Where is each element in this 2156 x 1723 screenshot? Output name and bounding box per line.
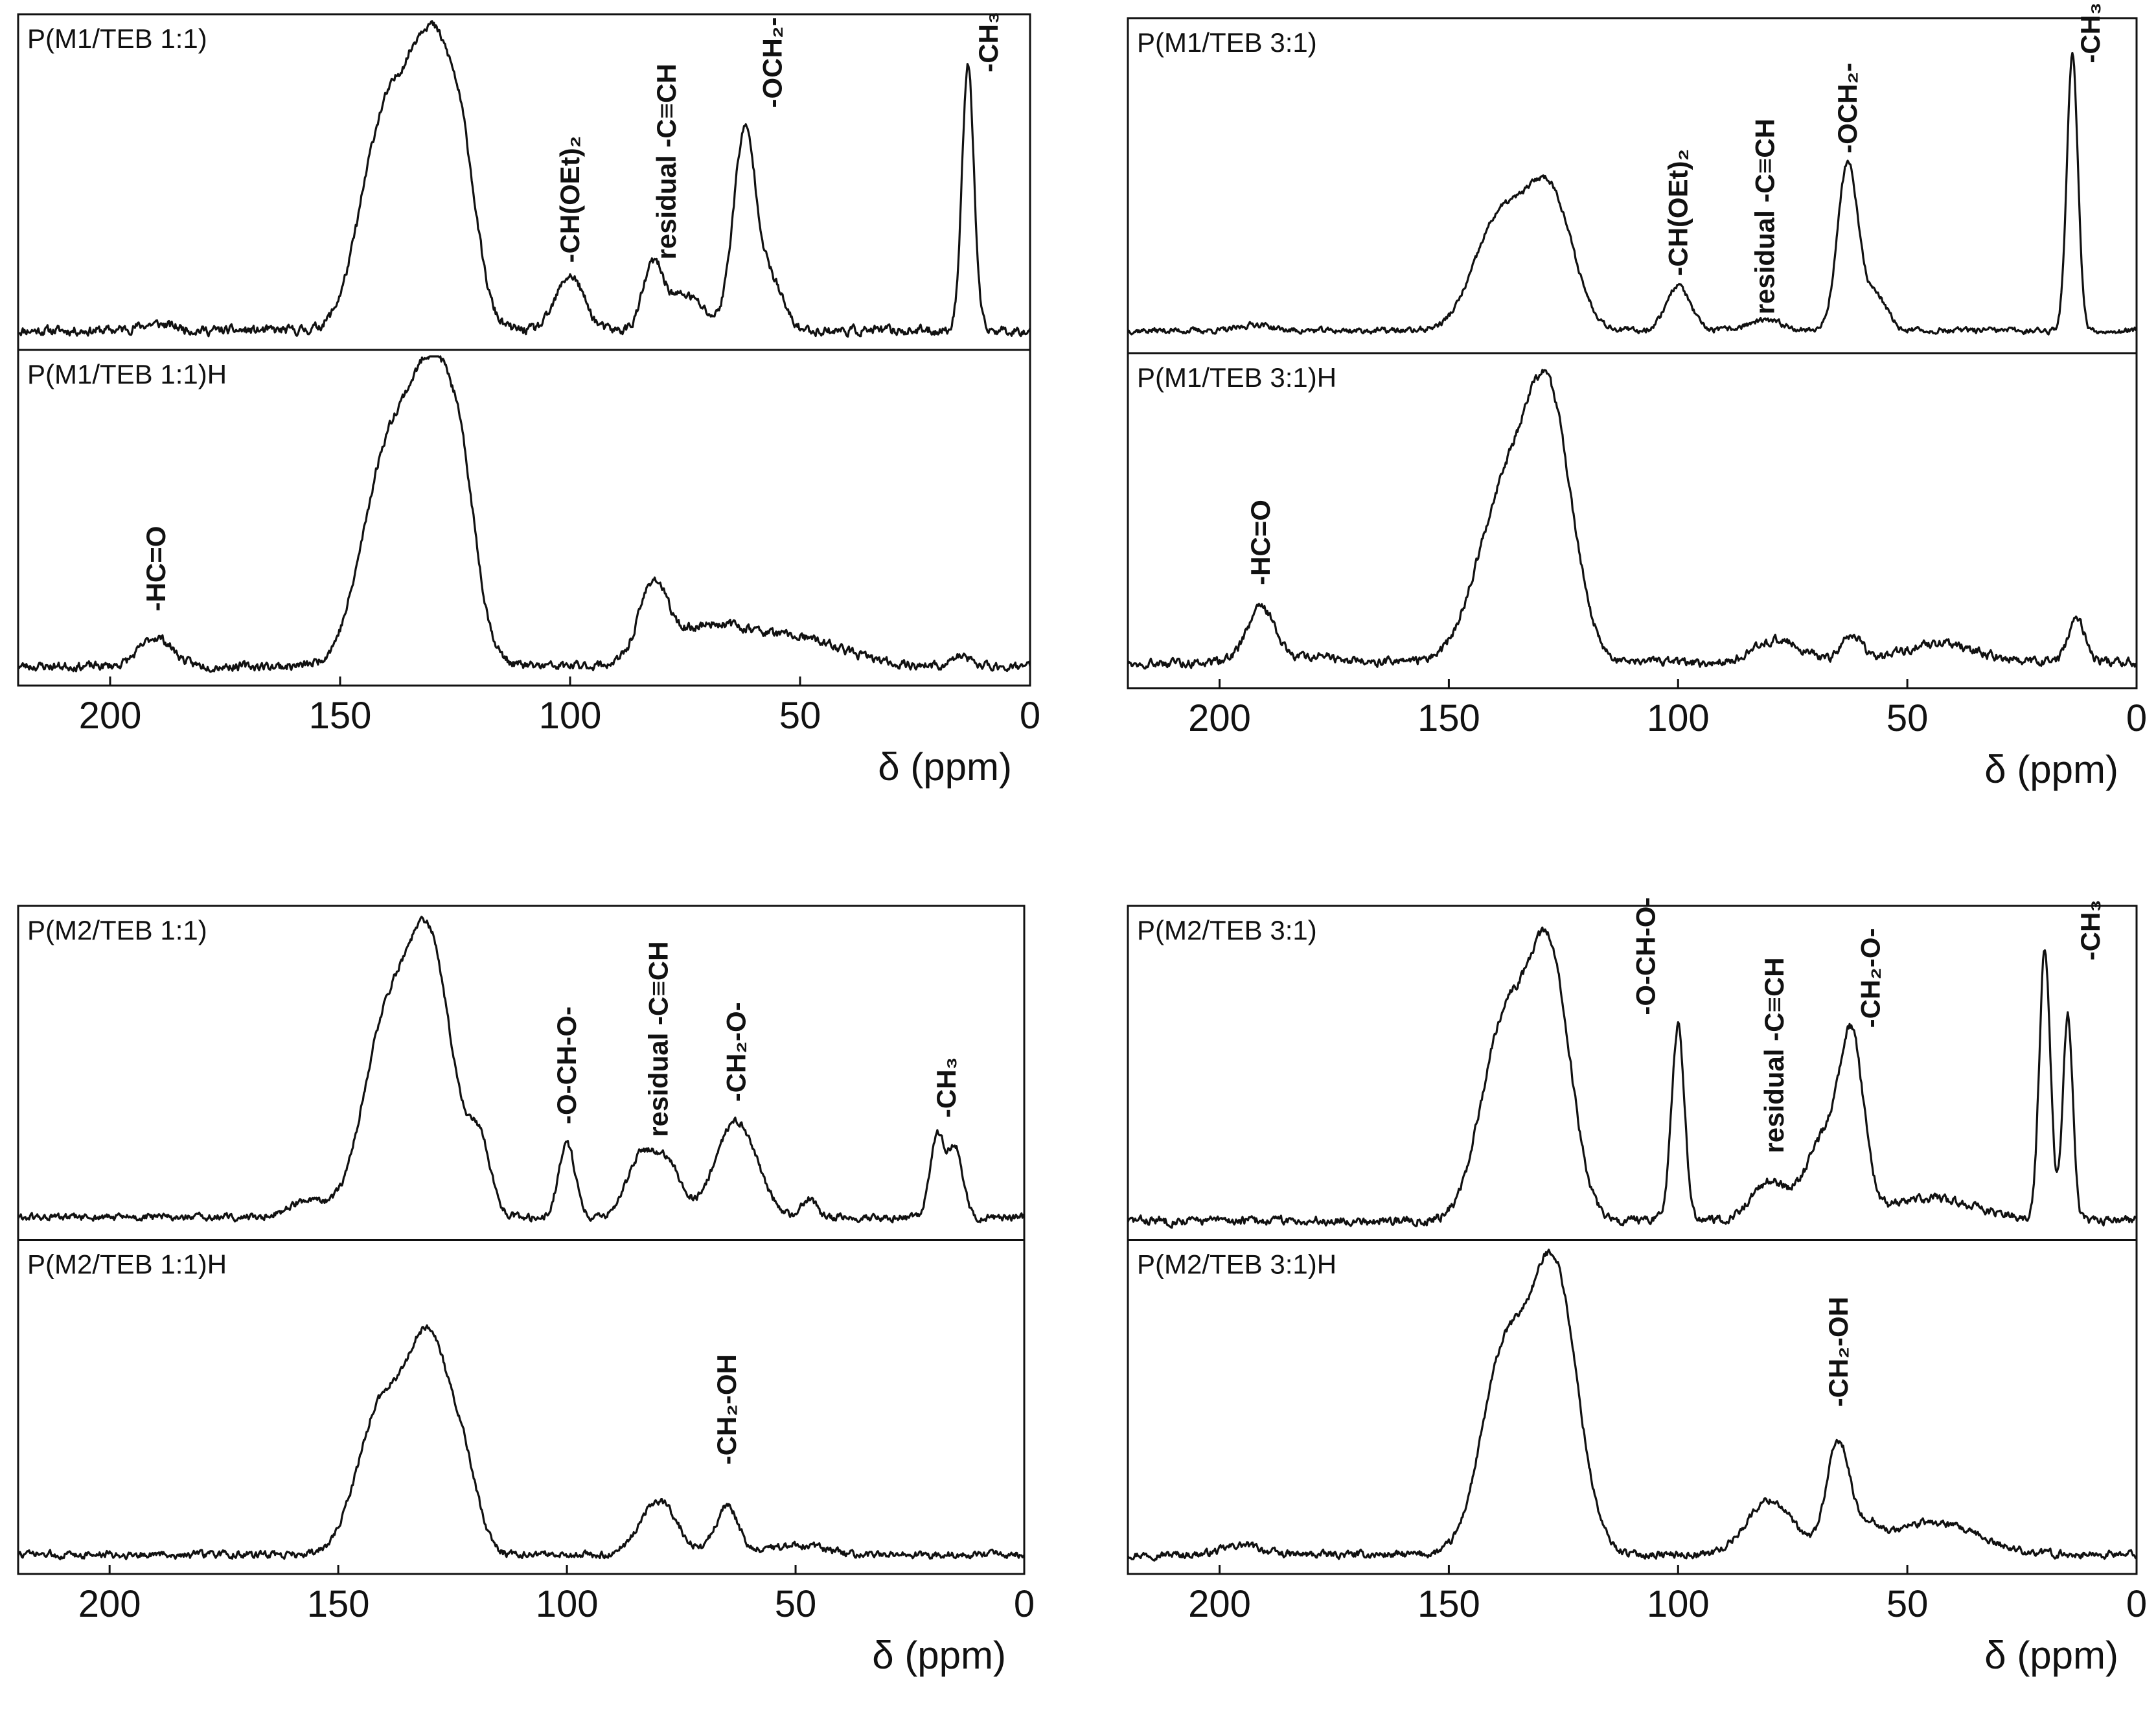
spectrum-trace xyxy=(17,20,1031,338)
x-tick-label: 100 xyxy=(539,695,602,737)
x-tick-label: 150 xyxy=(309,695,372,737)
nmr-chart-M2-3-1: P(M2/TEB 3:1) -O-CH-O-residual -C≡CH -CH₂-… xyxy=(1127,897,2147,1677)
subplot-label: P(M2/TEB 3:1) xyxy=(1137,915,1317,945)
x-tick-label: 150 xyxy=(307,1583,370,1625)
subplot-label: P(M1/TEB 3:1)H xyxy=(1137,362,1336,393)
x-axis-title: δ (ppm) xyxy=(1984,1634,2118,1677)
x-tick-label: 200 xyxy=(1188,697,1251,739)
x-tick-label: 50 xyxy=(779,695,821,737)
x-tick-label: 50 xyxy=(1886,1583,1929,1625)
peak-annotation: -CH₂-O- xyxy=(720,1002,751,1102)
x-tick-label: 200 xyxy=(79,695,142,737)
peak-annotation: -CH₃ xyxy=(2075,3,2105,64)
x-tick-label: 200 xyxy=(1188,1583,1251,1625)
subplot-label: P(M2/TEB 1:1) xyxy=(27,915,207,945)
peak-annotation: residual -C≡CH xyxy=(1759,957,1789,1153)
peak-annotation: -CH₂-O- xyxy=(1855,928,1886,1028)
subplot-label: P(M1/TEB 1:1)H xyxy=(27,359,227,389)
peak-annotation: -CH₃ xyxy=(2075,899,2105,960)
x-tick-label: 150 xyxy=(1417,1583,1480,1625)
x-tick-label: 100 xyxy=(536,1583,599,1625)
peak-annotation: -CH₂-OH xyxy=(711,1354,742,1464)
spectrum-trace xyxy=(1127,1248,2137,1562)
x-tick-label: 0 xyxy=(1014,1583,1035,1625)
spectrum-trace xyxy=(1127,52,2138,336)
spectrum-trace xyxy=(17,916,1026,1223)
subplot-label: P(M2/TEB 3:1)H xyxy=(1137,1249,1336,1280)
peak-annotation: -CH₃ xyxy=(931,1057,961,1118)
spectrum-trace xyxy=(1127,926,2137,1229)
x-tick-label: 0 xyxy=(1020,695,1040,737)
peak-annotation: residual -C≡CH xyxy=(651,64,682,259)
peak-annotation: -CH₂-OH xyxy=(1823,1297,1853,1407)
subplot-label: P(M1/TEB 1:1) xyxy=(27,23,207,54)
peak-annotation: -OCH₂- xyxy=(1832,63,1863,154)
x-tick-label: 200 xyxy=(78,1583,141,1625)
spectrum-trace xyxy=(17,355,1031,673)
nmr-chart-M1-3-1: P(M1/TEB 3:1) -CH(OEt)₂ residual -C≡CH -OCH… xyxy=(1127,3,2147,791)
subplot-label: P(M2/TEB 1:1)H xyxy=(27,1249,227,1280)
peak-annotation: -OCH₂- xyxy=(757,17,787,108)
subplot-label: P(M1/TEB 3:1) xyxy=(1137,27,1317,58)
x-tick-label: 0 xyxy=(2126,1583,2147,1625)
spectrum-trace xyxy=(17,1324,1026,1560)
peak-annotation: -CH(OEt)₂ xyxy=(555,136,585,263)
nmr-chart-M1-1-1: P(M1/TEB 1:1) -CH(OEt)₂ residual -C≡CH -OCH… xyxy=(17,12,1040,789)
x-axis-title: δ (ppm) xyxy=(878,745,1012,789)
x-tick-label: 150 xyxy=(1417,697,1480,739)
peak-annotation: -CH₃ xyxy=(973,12,1003,73)
x-tick-label: 50 xyxy=(1886,697,1929,739)
x-tick-label: 50 xyxy=(775,1583,817,1625)
nmr-chart-M2-1-1: P(M2/TEB 1:1) -O-CH-O-residual -C≡CH -CH₂-… xyxy=(17,905,1035,1677)
peak-annotation: -HC=O xyxy=(1245,500,1276,585)
peak-annotation: -HC=O xyxy=(141,526,171,612)
peak-annotation: -O-CH-O- xyxy=(551,1006,582,1124)
peak-annotation: -CH(OEt)₂ xyxy=(1662,149,1693,276)
peak-annotation: -O-CH-O- xyxy=(1631,897,1661,1015)
x-axis-title: δ (ppm) xyxy=(1984,748,2118,791)
peak-annotation: residual -C≡CH xyxy=(1750,119,1780,314)
x-tick-label: 100 xyxy=(1647,1583,1710,1625)
x-axis-title: δ (ppm) xyxy=(872,1634,1006,1677)
x-tick-label: 100 xyxy=(1647,697,1710,739)
peak-annotation: residual -C≡CH xyxy=(643,942,673,1137)
spectrum-trace xyxy=(1127,369,2138,670)
x-tick-label: 0 xyxy=(2126,697,2147,739)
